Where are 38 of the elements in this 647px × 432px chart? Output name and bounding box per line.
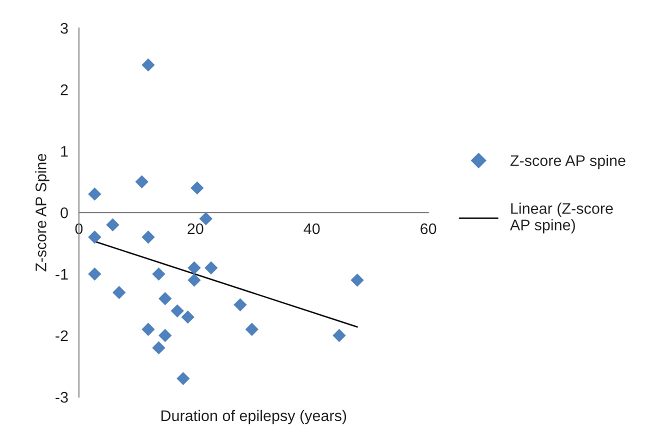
point xyxy=(142,230,155,244)
x-tick-label: 40 xyxy=(304,223,320,234)
y-tick-label: -1 xyxy=(56,269,68,280)
point xyxy=(152,341,166,354)
point xyxy=(88,230,102,244)
y-tick-label: 2 xyxy=(60,84,68,96)
point xyxy=(158,292,172,306)
point xyxy=(158,328,172,342)
y-tick-label: 1 xyxy=(61,146,68,157)
point xyxy=(135,175,148,188)
point xyxy=(245,322,258,336)
point xyxy=(88,188,102,201)
point xyxy=(88,267,102,281)
point xyxy=(332,328,346,342)
point xyxy=(142,58,155,72)
legend-label: Linear (Z-score AP spine) xyxy=(510,202,613,234)
point xyxy=(181,310,194,324)
x-tick-label: 60 xyxy=(420,223,436,234)
point xyxy=(106,218,120,232)
point xyxy=(142,322,155,336)
y-tick-label: 0 xyxy=(60,207,68,218)
point xyxy=(188,274,201,287)
point xyxy=(170,304,184,318)
point xyxy=(152,267,166,281)
y-axis-title: Z-score AP Spine xyxy=(35,154,50,272)
point xyxy=(188,261,201,274)
point xyxy=(234,298,247,312)
point xyxy=(350,274,364,287)
y-tick-label: 3 xyxy=(60,22,68,34)
point xyxy=(204,261,218,274)
x-tick-label: 20 xyxy=(188,223,204,234)
x-axis-title: Duration of epilepsy (years) xyxy=(161,410,346,424)
y-tick-label: -3 xyxy=(56,392,68,403)
point xyxy=(112,286,126,300)
y-tick-label: -2 xyxy=(56,330,68,342)
point xyxy=(190,181,204,195)
point xyxy=(176,372,190,386)
legend-label: Z-score AP spine xyxy=(510,154,626,170)
